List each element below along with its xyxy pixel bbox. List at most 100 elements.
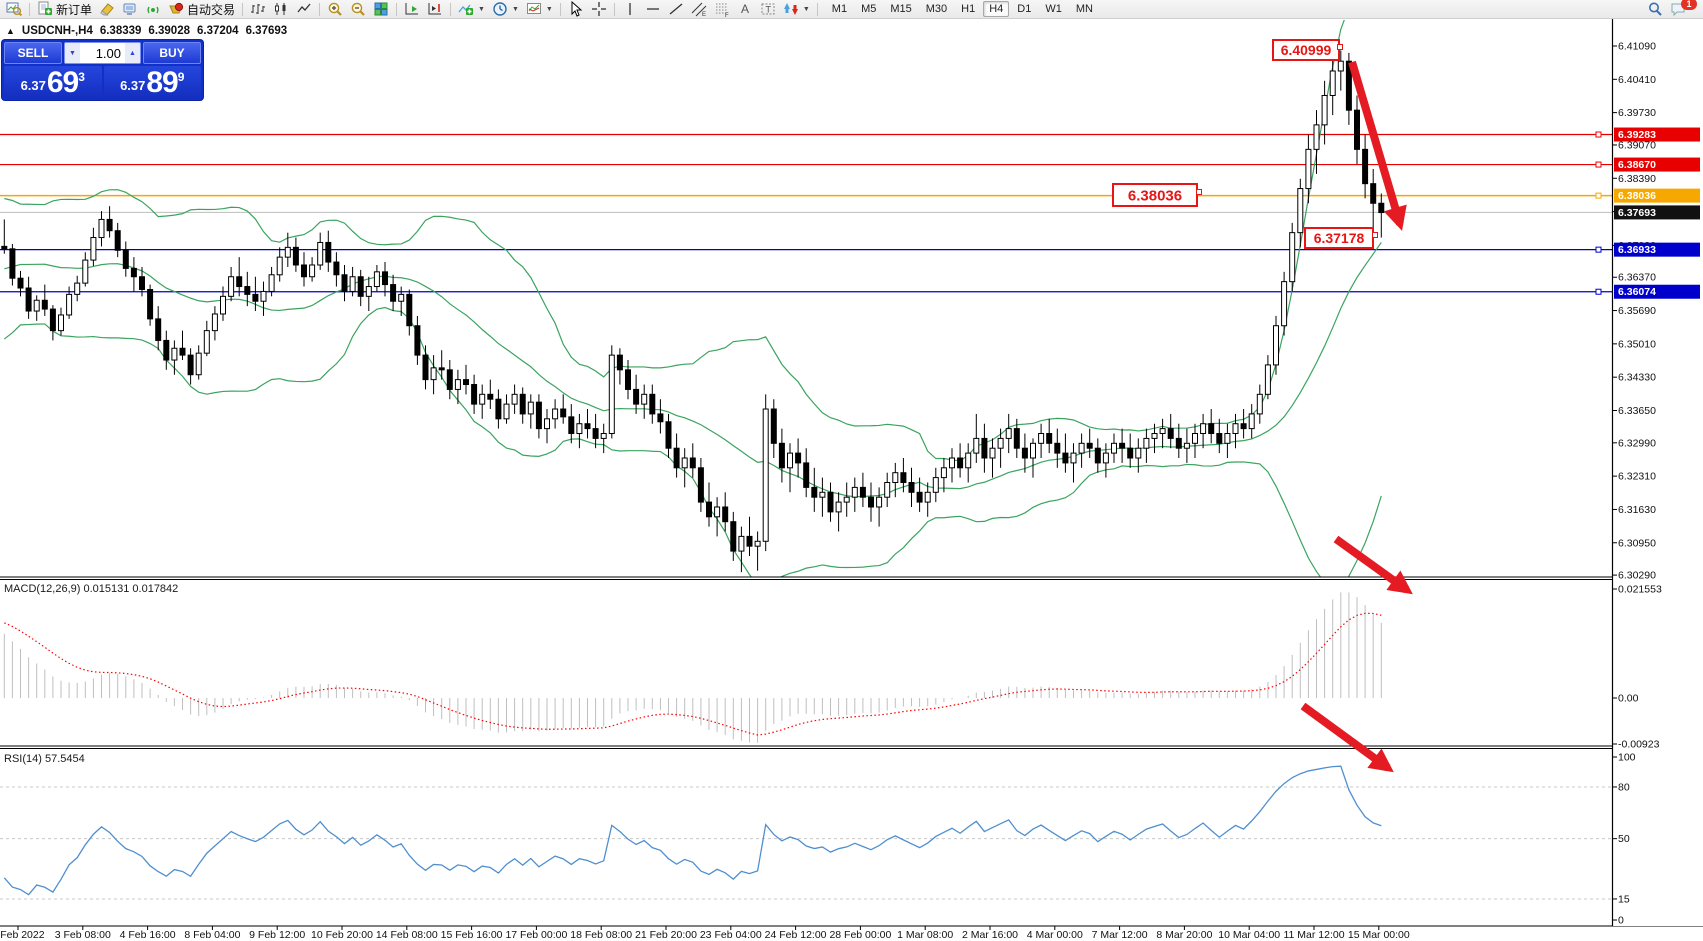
candle-body [697,467,704,503]
expert-advisor-icon[interactable] [119,1,141,18]
timeframe-w1[interactable]: W1 [1045,3,1062,15]
crosshair-icon[interactable] [588,1,610,18]
candle-body [82,259,89,284]
horizontal-line-tool-icon[interactable] [642,1,664,18]
rsi-tick-label: 80 [1618,781,1630,793]
volume-down-button[interactable]: ▼ [65,43,80,63]
buy-button[interactable]: BUY [143,42,201,64]
candle-body [1183,442,1190,449]
timeframe-m15[interactable]: M15 [890,3,912,15]
annotation-6.37178[interactable]: 6.37178 [1304,227,1378,249]
templates-icon[interactable]: ▼ [523,1,556,18]
candle-body [49,308,56,332]
hline-handle[interactable] [1595,161,1602,168]
indicators-icon[interactable]: ▼ [455,1,488,18]
hline-handle[interactable] [1595,246,1602,253]
volume-value[interactable]: 1.00 [95,45,121,61]
line-chart-type-icon[interactable] [293,1,315,18]
autotrading-button[interactable]: 自动交易 [165,1,238,18]
sell-button[interactable]: SELL [4,42,62,64]
auto-scroll-icon[interactable] [401,1,423,18]
price-tag-6.39283[interactable] [1614,127,1700,142]
vertical-line-tool-icon[interactable] [619,1,641,18]
candle-body [657,413,664,423]
cursor-icon[interactable] [565,1,587,18]
fibonacci-tool-icon[interactable]: F [711,1,733,18]
price-tag-label: 6.37693 [1618,207,1656,219]
volume-up-button[interactable]: ▲ [125,43,140,63]
periods-icon[interactable]: ▼ [489,1,522,18]
rsi-tick-label: 100 [1618,752,1636,764]
candlestick-chart-type-icon[interactable] [270,1,292,18]
time-tick-label: 21 Feb 20:00 [635,929,697,941]
text-label-tool-icon[interactable]: T [757,1,779,18]
candle-body [211,313,218,332]
search-icon[interactable] [1644,1,1666,18]
buy-price[interactable]: 6.37 89 9 [103,66,201,98]
candle-body [114,230,121,251]
toolbar-separator [29,2,30,16]
timeframe-mn[interactable]: MN [1075,3,1093,15]
arrows-tool-icon[interactable]: ▼ [780,1,813,18]
hline-handle[interactable] [1595,131,1602,138]
candle-body [1175,437,1182,449]
chat-icon[interactable]: 1 [1667,0,1697,18]
timeframe-m1[interactable]: M1 [831,3,848,15]
timeframe-h4[interactable]: H4 [983,1,1010,17]
price-tick-label: 6.33650 [1618,405,1656,417]
candle-body [1354,109,1360,150]
price-tag-6.38036[interactable] [1614,188,1700,203]
chart-window-icon[interactable] [3,1,25,18]
annotation-anchor-square[interactable] [1196,189,1202,195]
sell-price-small: 6.37 [20,78,46,93]
toolbar-separator [319,2,321,16]
zoom-out-icon[interactable] [347,1,369,18]
trend-arrow[interactable] [1348,60,1407,231]
trend-arrow[interactable] [1300,702,1394,773]
sell-price[interactable]: 6.37 69 3 [4,66,102,98]
macd-tick-label: 0.00 [1618,693,1639,705]
collapse-triangle-icon[interactable]: ▲ [6,26,15,36]
timeframe-h1[interactable]: H1 [961,3,976,15]
tile-windows-icon[interactable] [370,1,392,18]
hline-handle[interactable] [1595,288,1602,295]
candle-body [544,418,550,430]
toolbar-separator [396,2,398,16]
chart-shift-icon[interactable] [424,1,446,18]
hline-handle[interactable] [1595,192,1602,199]
annotation-6.40999[interactable]: 6.40999 [1272,39,1343,61]
time-tick-label: 23 Feb 04:00 [700,929,762,941]
timeframe-m30[interactable]: M30 [925,3,948,15]
candle-body [341,274,348,292]
candle-body [487,393,494,400]
price-tag-6.38670[interactable] [1614,157,1700,172]
annotation-anchor-square[interactable] [1337,44,1343,50]
ohlc-low: 6.37204 [197,25,239,37]
candle-body [1127,447,1134,459]
price-tag-6.36933[interactable] [1614,242,1700,257]
eraser-icon[interactable] [96,1,118,18]
annotation-6.38036[interactable]: 6.38036 [1112,183,1202,207]
annotation-anchor-square[interactable] [1372,232,1378,238]
candle-body [535,401,542,430]
candle-body [479,393,486,405]
candle-body [1102,452,1109,464]
candle-body [495,398,502,420]
trendline-tool-icon[interactable] [665,1,687,18]
new-order-button[interactable]: 新订单 [34,1,95,18]
trend-arrow[interactable] [1333,535,1413,595]
timeframe-d1[interactable]: D1 [1017,3,1032,15]
price-tag-6.37693[interactable] [1614,205,1700,220]
signals-icon[interactable] [142,1,164,18]
candle-body [463,379,469,386]
channel-tool-icon[interactable]: E [688,1,710,18]
price-tick-label: 6.40410 [1618,74,1656,86]
price-tag-6.36074[interactable] [1614,284,1700,299]
bar-chart-type-icon[interactable] [247,1,269,18]
zoom-in-icon[interactable] [324,1,346,18]
toolbar-separator [242,2,244,16]
timeframe-m5[interactable]: M5 [861,3,877,15]
text-tool-icon[interactable]: A [734,1,756,18]
one-click-trading-panel: SELL ▼ 1.00 ▲ BUY 6.37 69 3 6.37 89 9 [2,40,203,100]
